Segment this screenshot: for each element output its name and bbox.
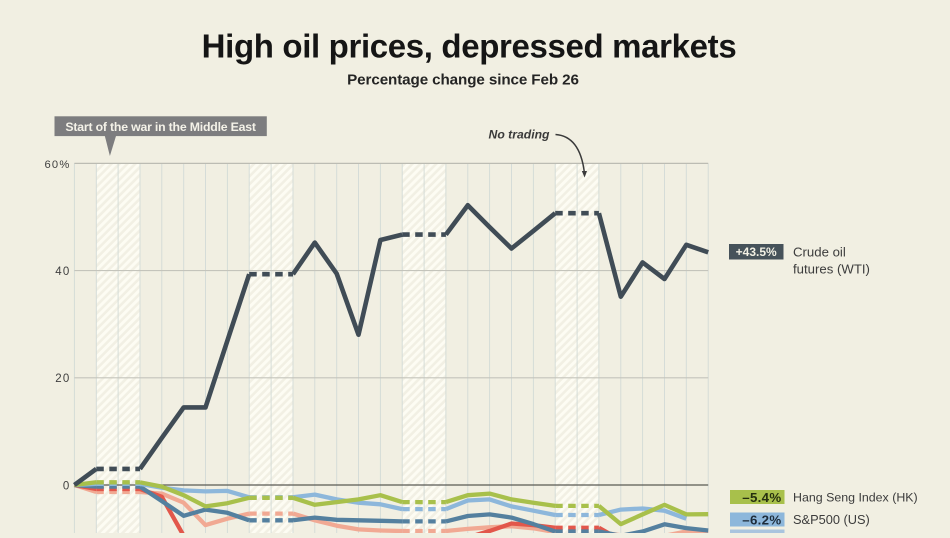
svg-text:Hang Seng Index (HK): Hang Seng Index (HK): [793, 491, 918, 505]
svg-text:Crude oil: Crude oil: [793, 244, 846, 259]
svg-text:No trading: No trading: [489, 127, 550, 141]
svg-text:–6.2%: –6.2%: [742, 512, 781, 527]
svg-text:Percentage change since Feb 26: Percentage change since Feb 26: [347, 72, 579, 89]
svg-text:–5.4%: –5.4%: [742, 490, 781, 505]
svg-text:High oil prices, depressed mar: High oil prices, depressed markets: [202, 28, 737, 65]
svg-text:60%: 60%: [45, 159, 71, 171]
svg-text:S&P500 (US): S&P500 (US): [793, 512, 870, 527]
svg-text:40: 40: [55, 266, 70, 278]
svg-text:futures (WTI): futures (WTI): [793, 261, 870, 276]
svg-text:20: 20: [55, 373, 70, 385]
svg-text:+43.5%: +43.5%: [736, 245, 777, 259]
svg-text:Start of the war in the Middle: Start of the war in the Middle East: [65, 120, 256, 134]
svg-text:0: 0: [63, 480, 71, 492]
